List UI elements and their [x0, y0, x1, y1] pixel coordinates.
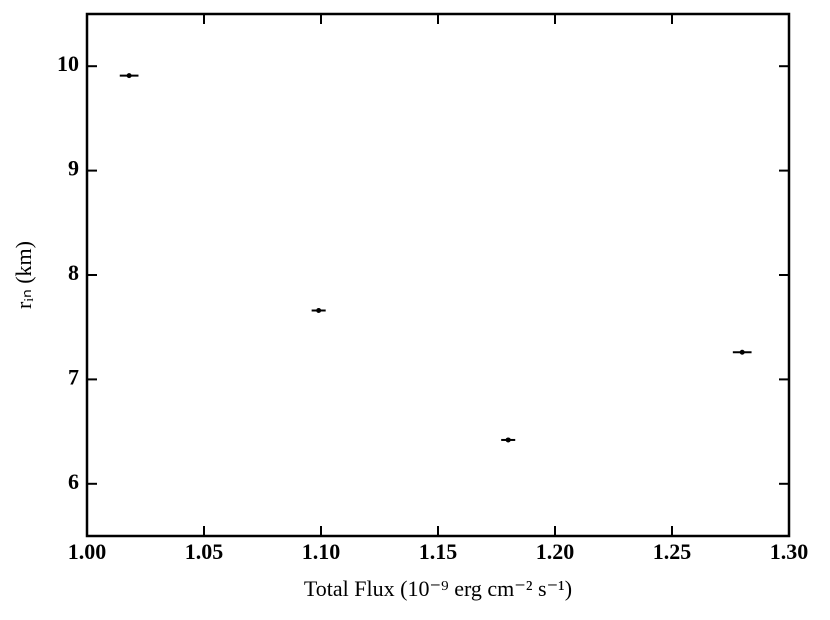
y-tick-label: 10: [57, 51, 79, 76]
x-axis-label: Total Flux (10⁻⁹ erg cm⁻² s⁻¹): [304, 576, 572, 601]
y-axis-label: rᵢₙ (km): [11, 241, 36, 309]
y-tick-label: 9: [68, 156, 79, 181]
point: [316, 307, 322, 313]
y-tick-label: 6: [68, 469, 79, 494]
y-tick-label: 7: [68, 364, 79, 389]
plot-frame: [85, 12, 791, 538]
x-tick-label: 1.25: [653, 539, 692, 564]
point: [739, 349, 745, 355]
x-tick-label: 1.30: [770, 539, 809, 564]
x-tick-label: 1.05: [185, 539, 224, 564]
x-tick-label: 1.10: [302, 539, 341, 564]
x-tick-label: 1.00: [68, 539, 107, 564]
point: [126, 73, 132, 79]
x-tick-label: 1.15: [419, 539, 458, 564]
y-tick-label: 8: [68, 260, 79, 285]
point: [505, 437, 511, 443]
x-tick-label: 1.20: [536, 539, 575, 564]
